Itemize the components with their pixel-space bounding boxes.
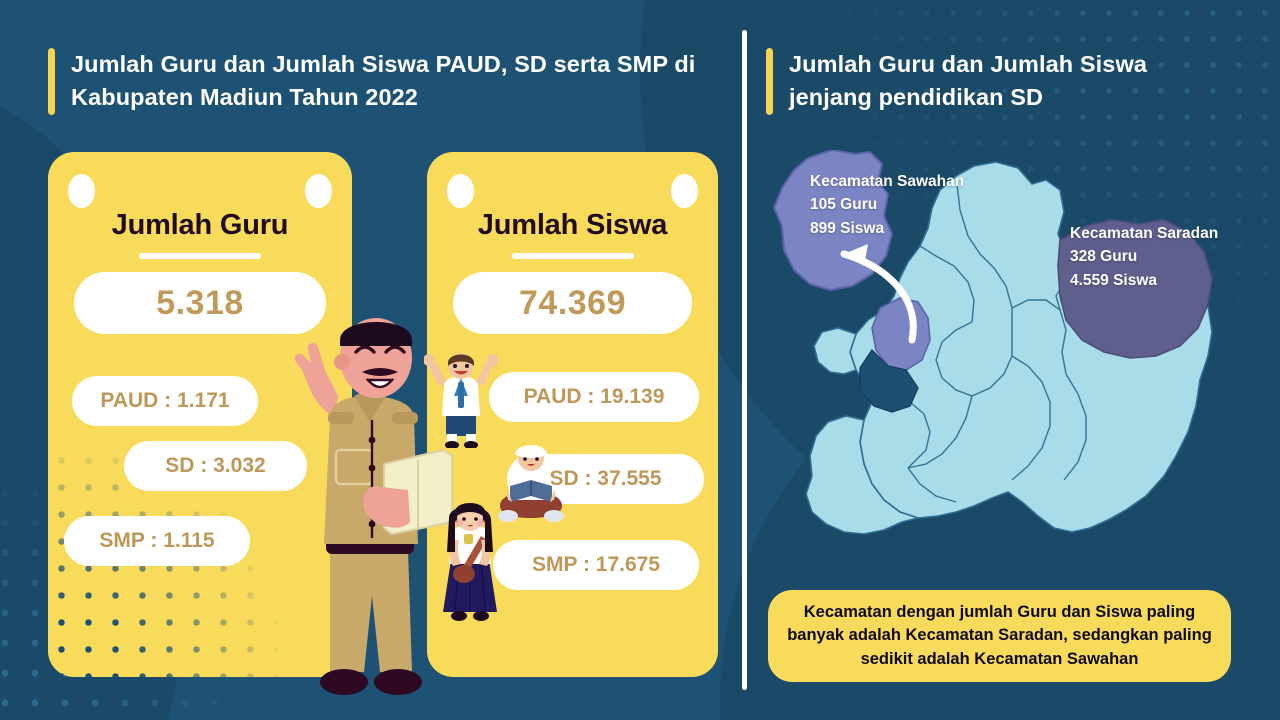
right-panel-title-text: Jumlah Guru dan Jumlah Siswa jenjang pen… <box>789 51 1147 111</box>
punch-hole-right-icon <box>671 174 698 208</box>
map-kabupaten-madiun: Kecamatan Sawahan 105 Guru 899 Siswa Kec… <box>760 148 1265 570</box>
breakdown-smp: SMP : 1.115 <box>64 516 250 566</box>
breakdown-sd: SD : 3.032 <box>124 441 307 491</box>
map-label-sawahan-teachers: 105 Guru <box>810 196 878 214</box>
breakdown-paud: PAUD : 19.139 <box>489 372 699 422</box>
punch-hole-left-icon <box>68 174 95 208</box>
title-accent-bar <box>48 48 55 115</box>
card-heading: Jumlah Siswa <box>477 209 668 241</box>
card-heading-underline <box>511 253 634 259</box>
map-label-sawahan-students: 899 Siswa <box>810 219 885 237</box>
summary-note: Kecamatan dengan jumlah Guru dan Siswa p… <box>768 590 1231 682</box>
map-svg <box>772 148 1213 535</box>
breakdown-paud: PAUD : 1.171 <box>72 376 258 426</box>
punch-hole-right-icon <box>305 174 332 208</box>
left-panel-title-text: Jumlah Guru dan Jumlah Siswa PAUD, SD se… <box>71 51 696 111</box>
card-heading-underline <box>139 253 261 259</box>
map-label-saradan: Kecamatan Saradan 328 Guru 4.559 Siswa <box>1070 222 1218 292</box>
map-label-saradan-students: 4.559 Siswa <box>1070 271 1158 289</box>
right-panel-title: Jumlah Guru dan Jumlah Siswa jenjang pen… <box>766 48 1216 115</box>
map-label-saradan-name: Kecamatan Saradan <box>1070 225 1219 242</box>
card-total-value: 5.318 <box>74 272 326 334</box>
card-total-value: 74.369 <box>453 272 692 334</box>
map-label-saradan-teachers: 328 Guru <box>1070 248 1138 266</box>
card-heading: Jumlah Guru <box>111 209 289 241</box>
panel-divider <box>742 30 747 690</box>
breakdown-smp: SMP : 17.675 <box>493 540 699 590</box>
punch-hole-left-icon <box>447 174 474 208</box>
stat-card-jumlah-guru: Jumlah Guru 5.318 PAUD : 1.171 SD : 3.03… <box>48 152 352 677</box>
map-label-sawahan-name: Kecamatan Sawahan <box>810 173 965 190</box>
left-panel-title: Jumlah Guru dan Jumlah Siswa PAUD, SD se… <box>48 48 708 115</box>
title-accent-bar <box>766 48 773 115</box>
map-label-sawahan: Kecamatan Sawahan 105 Guru 899 Siswa <box>810 170 964 240</box>
stat-card-jumlah-siswa: Jumlah Siswa 74.369 PAUD : 19.139 SD : 3… <box>427 152 718 677</box>
breakdown-sd: SD : 37.555 <box>507 454 704 504</box>
